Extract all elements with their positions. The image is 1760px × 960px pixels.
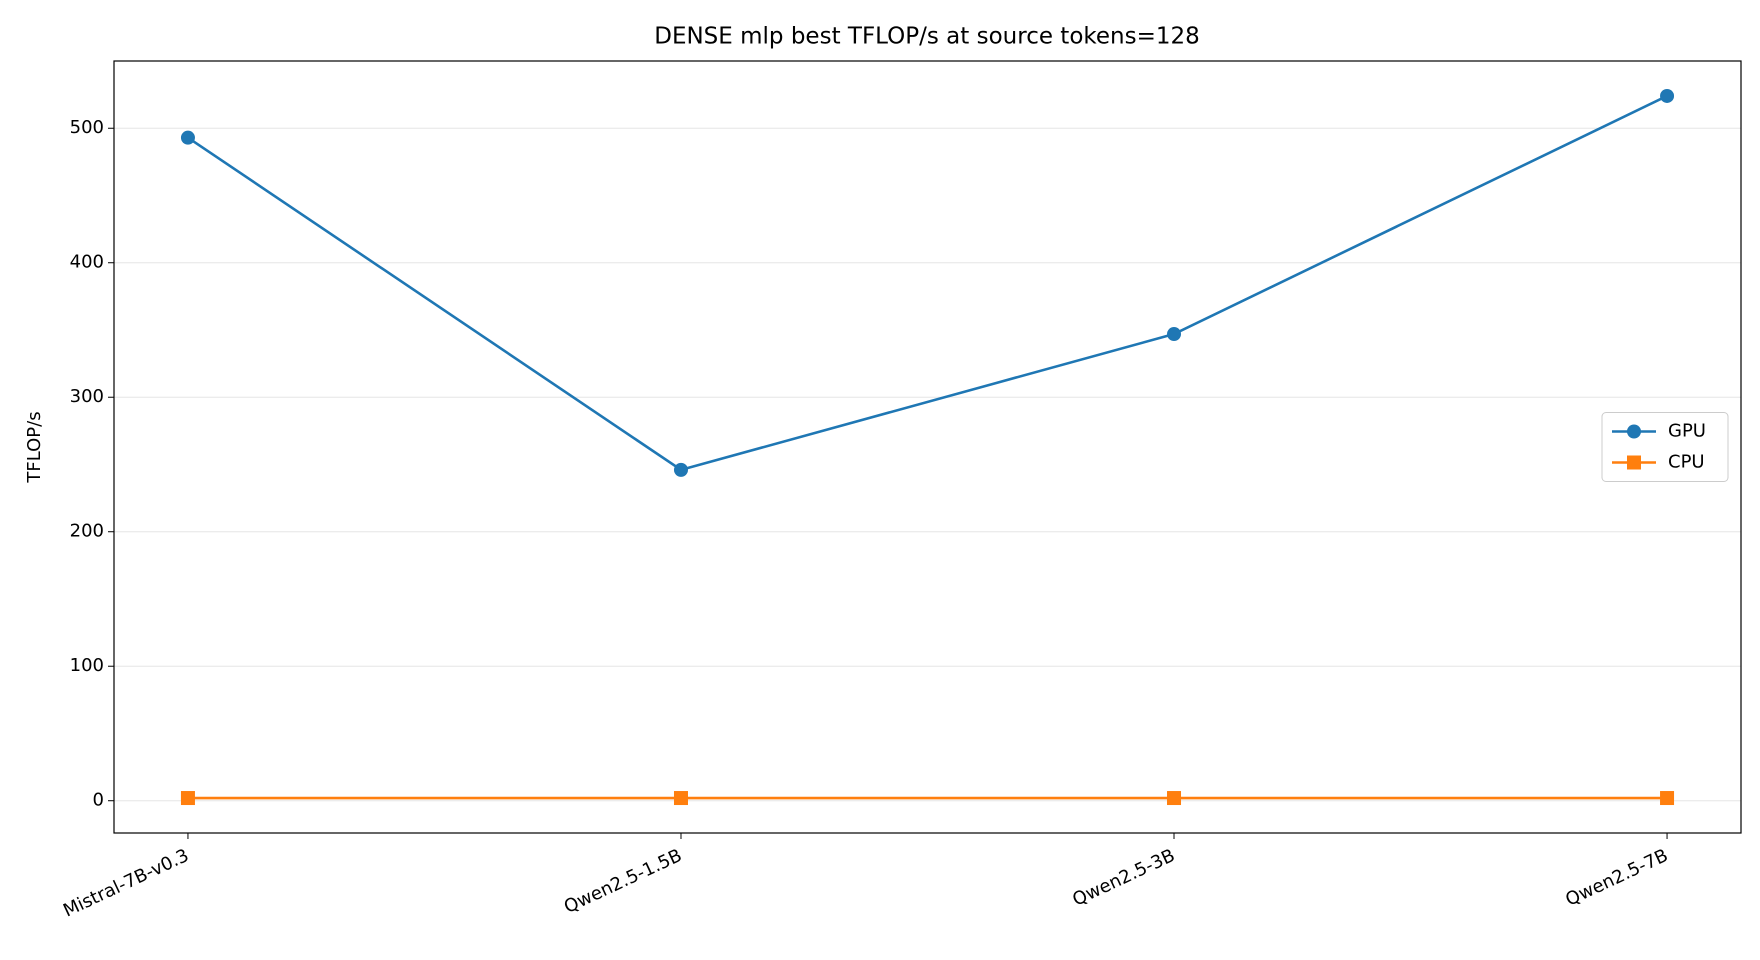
y-tick-label: 400 [70,252,104,273]
data-line [187,94,1668,472]
data-point [673,791,688,806]
legend-label: GPU [1668,421,1706,442]
x-tick-label: Qwen2.5-3B [1069,845,1178,911]
y-tick-label: 300 [70,386,104,407]
y-tick-label: 200 [70,521,104,542]
data-point [1660,791,1675,806]
data-point [180,791,195,806]
y-tick-label: 500 [70,117,104,138]
y-axis-label: TFLOP/s [24,411,45,483]
legend-box [1601,412,1729,482]
x-tick-label: Qwen2.5-7B [1562,845,1671,911]
data-point [1167,791,1182,806]
y-tick-label: 0 [93,790,104,811]
x-tick-label: Qwen2.5-1.5B [561,845,685,918]
legend-label: CPU [1668,452,1705,473]
legend-marker [1627,424,1641,439]
legend-marker [1627,455,1641,470]
data-point [1167,327,1182,342]
data-point [180,130,195,145]
plot-frame [113,60,1742,834]
data-point [1660,88,1675,103]
x-tick-label: Mistral-7B-v0.3 [60,845,192,922]
y-tick-label: 100 [70,655,104,676]
data-point [673,462,688,477]
chart-title: DENSE mlp best TFLOP/s at source tokens=… [654,24,1200,50]
